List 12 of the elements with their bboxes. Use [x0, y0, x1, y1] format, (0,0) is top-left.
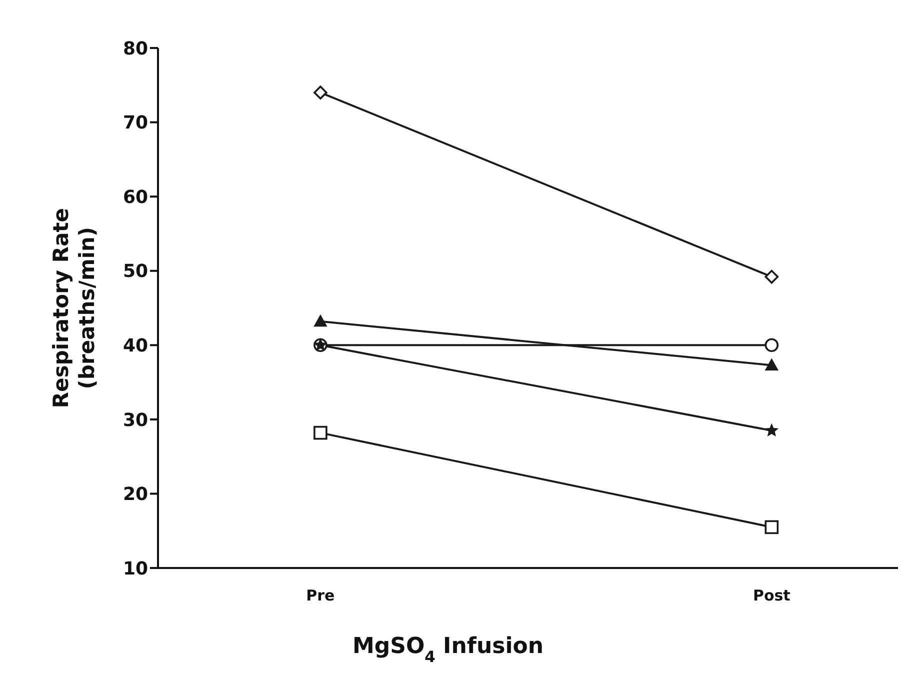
x-tick-label: Post: [752, 586, 790, 605]
y-tick-label: 40: [122, 336, 148, 357]
y-tick-label: 20: [122, 484, 148, 506]
y-tick-label: 10: [122, 558, 148, 580]
y-tick-label: 50: [122, 261, 148, 282]
y-axis-title: Respiratory Rate (breaths/min): [49, 208, 99, 408]
y-tick-label: 60: [122, 186, 148, 208]
y-tick-label: 80: [122, 38, 148, 60]
y-tick-label: 30: [122, 410, 148, 431]
x-axis-title: MgSO$_{4}$ Infusion: [352, 634, 544, 666]
y-tick-label: 70: [122, 112, 148, 134]
x-tick-label: Pre: [306, 586, 335, 605]
